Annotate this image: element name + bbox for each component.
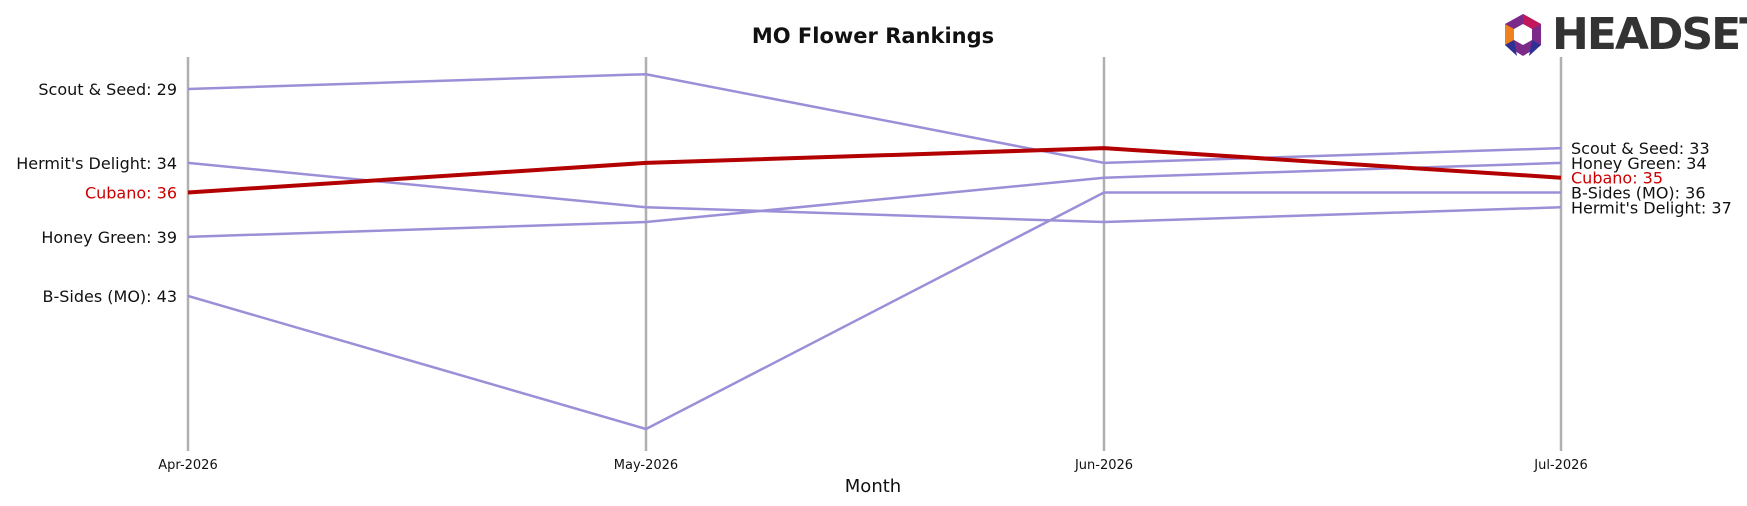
series-labels: Scout & Seed: 29 Scout & Seed: 33 Hermit's… <box>16 80 1732 306</box>
x-axis-label: Month <box>845 476 901 497</box>
series-start-label: Hermit's Delight: 34 <box>16 154 177 173</box>
x-tick-label: Apr-2026 <box>158 458 217 473</box>
series-start-label: Honey Green: 39 <box>41 228 177 247</box>
series-end-label: Honey Green: 34 <box>1571 154 1707 173</box>
series-line <box>187 191 1561 431</box>
series-end-label: B-Sides (MO): 36 <box>1571 183 1706 202</box>
chart-title: MO Flower Rankings <box>752 24 994 48</box>
headset-hexagon-icon <box>1505 14 1541 56</box>
series-lines <box>187 72 1562 431</box>
series-line <box>187 72 1562 165</box>
headset-logo: HEADSET <box>1500 12 1747 58</box>
x-tick-label: Jul-2026 <box>1533 458 1587 473</box>
series-end-label: Scout & Seed: 33 <box>1571 139 1710 158</box>
series-start-label: Cubano: 36 <box>85 183 177 202</box>
series-line <box>187 146 1562 195</box>
x-tick-label: May-2026 <box>614 458 678 473</box>
series-line <box>187 161 1562 239</box>
series-line <box>187 161 1562 224</box>
series-end-label: Cubano: 35 <box>1571 169 1663 188</box>
series-end-label: Hermit's Delight: 37 <box>1571 198 1732 217</box>
series-start-label: Scout & Seed: 29 <box>38 80 177 99</box>
x-tick-label: Jun-2026 <box>1074 458 1133 473</box>
month-axes: Apr-2026 May-2026 Jun-2026 Jul-2026 <box>158 57 1588 473</box>
headset-wordmark: HEADSET <box>1552 9 1747 60</box>
series-start-label: B-Sides (MO): 43 <box>43 287 178 306</box>
